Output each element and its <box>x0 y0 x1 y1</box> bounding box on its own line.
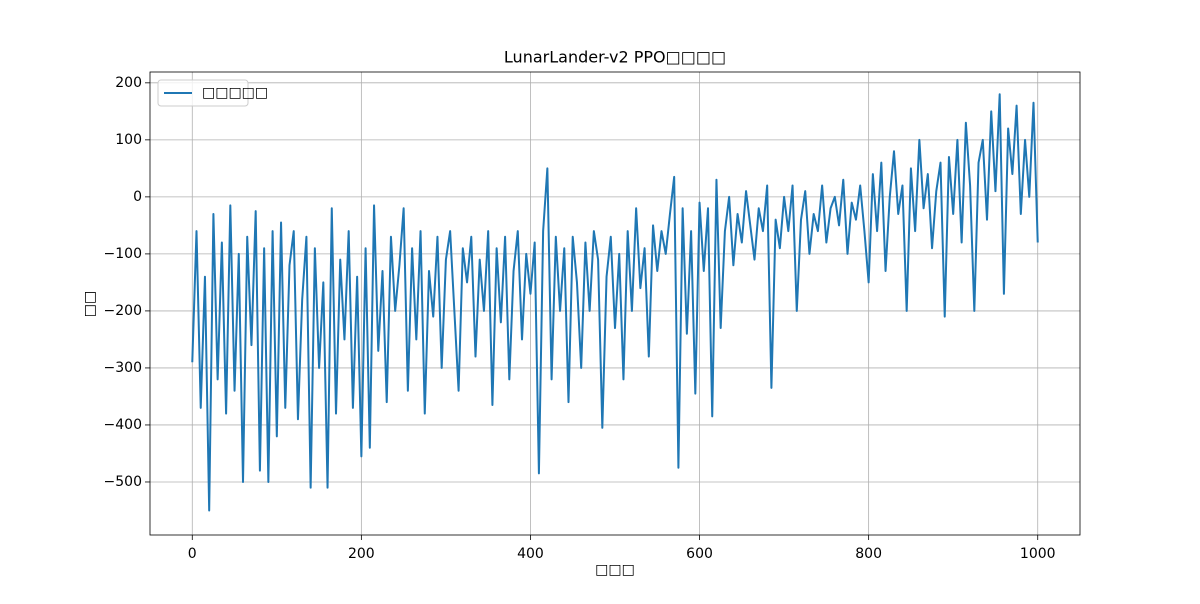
x-axis-label: □□□ <box>595 562 635 578</box>
y-tick-label: 100 <box>115 132 142 148</box>
line <box>191 93 1039 512</box>
x-tick-label: 0 <box>188 546 197 562</box>
x-tick-label: 200 <box>348 546 375 562</box>
x-tick-label: 600 <box>686 546 713 562</box>
y-tick-label: −400 <box>104 417 142 433</box>
x-tick-label: 800 <box>855 546 882 562</box>
y-axis-label: □□ <box>82 291 98 317</box>
chart-title: LunarLander-v2 PPO□□□□ <box>504 48 726 67</box>
y-tick-label: −100 <box>104 246 142 262</box>
x-tick-label: 1000 <box>1020 546 1056 562</box>
plot-frame <box>149 71 1081 536</box>
y-tick-label: 200 <box>115 75 142 91</box>
x-tick-label: 400 <box>517 546 544 562</box>
y-tick-label: −200 <box>104 303 142 319</box>
legend-label: □□□□□ <box>202 85 268 101</box>
legend-box <box>157 79 249 107</box>
y-tick-label: −500 <box>104 474 142 490</box>
y-tick-label: 0 <box>133 189 142 205</box>
y-tick-label: −300 <box>104 360 142 376</box>
